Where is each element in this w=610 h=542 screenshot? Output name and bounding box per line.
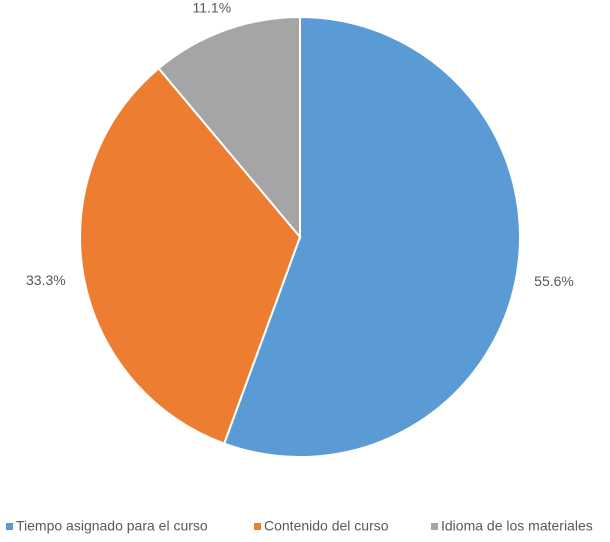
legend-label: Contenido del curso: [264, 518, 389, 534]
legend-label: Idioma de los materiales: [441, 518, 593, 534]
pie-slice: [222, 15, 521, 458]
data-label: 33.3%: [26, 272, 66, 288]
legend-label: Tiempo asignado para el curso: [16, 518, 208, 534]
data-label: 11.1%: [193, 0, 232, 16]
data-label: 55.6%: [534, 273, 574, 289]
pie-slice: [157, 15, 301, 240]
legend-swatch: [6, 523, 13, 530]
legend-swatch: [254, 523, 261, 530]
legend-swatch: [431, 523, 438, 530]
pie-slice: [79, 66, 302, 445]
